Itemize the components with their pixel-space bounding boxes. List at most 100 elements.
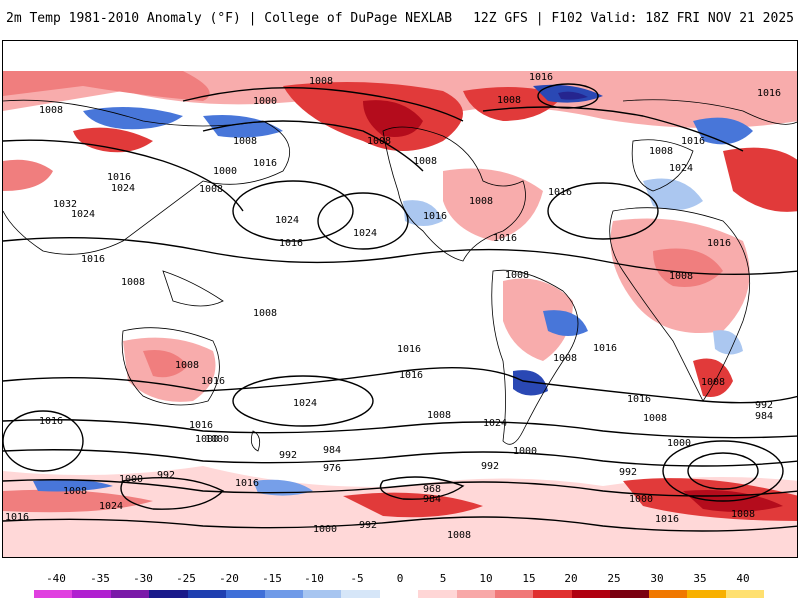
isobar-label: 1016	[423, 211, 447, 222]
isobar-label: 1000	[253, 96, 277, 107]
colorbar-swatch	[149, 590, 188, 598]
isobar-label: 1000	[629, 494, 653, 505]
colorbar-tick: -20	[219, 572, 239, 585]
isobar-label: 1016	[189, 420, 213, 431]
isobar-label: 1032	[53, 199, 77, 210]
isobar-label: 1008	[469, 196, 493, 207]
isobar-label: 1000	[667, 438, 691, 449]
isobar-label: 984	[755, 411, 773, 422]
isobar-label: 1016	[201, 376, 225, 387]
isobar-label: 1016	[397, 344, 421, 355]
isobar-label: 1008	[253, 308, 277, 319]
colorbar-swatch	[264, 590, 303, 598]
isobar-label: 1016	[39, 416, 63, 427]
isobar-label: 968	[423, 484, 441, 495]
colorbar-swatch	[571, 590, 611, 598]
isobar-label: 1016	[493, 233, 517, 244]
colorbar-gradient	[34, 590, 765, 598]
isobar-label: 1016	[399, 370, 423, 381]
colorbar-tick: -5	[350, 572, 364, 585]
colorbar-swatch	[110, 590, 150, 598]
isobar-label: 1008	[505, 270, 529, 281]
colorbar: -40 -35 -30 -25 -20 -15 -10 -5 0 5 10 15…	[0, 562, 800, 600]
coastlines	[3, 99, 797, 452]
isobar-label: 1024	[99, 501, 123, 512]
isobar-label: 992	[279, 450, 297, 461]
isobar-label: 1008	[427, 410, 451, 421]
colorbar-swatch	[34, 590, 73, 598]
isobar-label: 992	[619, 467, 637, 478]
isobar-label: 992	[359, 520, 377, 531]
isobar-label: 1000	[119, 474, 143, 485]
isobar-label: 1016	[81, 254, 105, 265]
colorbar-tick: -30	[133, 572, 153, 585]
isobar-label: 1016	[5, 512, 29, 523]
colorbar-swatch	[341, 590, 380, 598]
isobar-label: 1008	[309, 76, 333, 87]
isobars	[3, 83, 797, 532]
anomaly-shading	[3, 71, 797, 557]
isobar-label: 1024	[483, 418, 507, 429]
colorbar-tick: -35	[90, 572, 110, 585]
isobar-label: 1000	[213, 166, 237, 177]
isobar-label: 1008	[701, 377, 725, 388]
isobar-label: 1008	[731, 509, 755, 520]
colorbar-swatch	[648, 590, 688, 598]
colorbar-swatch	[687, 590, 726, 598]
colorbar-swatch	[456, 590, 496, 598]
colorbar-tick: 5	[439, 572, 447, 585]
isobar-label: 1024	[293, 398, 317, 409]
model-run-info: 12Z GFS | F102 Valid: 18Z FRI NOV 21 202…	[473, 10, 794, 26]
isobar-label: 1016	[757, 88, 781, 99]
map-title: 2m Temp 1981-2010 Anomaly (°F) | College…	[6, 10, 453, 26]
isobar-label: 1008	[413, 156, 437, 167]
isobar-label: 1000	[205, 434, 229, 445]
isobar-label: 1008	[447, 530, 471, 541]
isobar-label-group: 1008 1016 1008 1000 1016 1008 1016 1024 …	[5, 72, 781, 541]
isobar-label: 1016	[548, 187, 572, 198]
isobar-label: 992	[157, 470, 175, 481]
colorbar-swatch	[418, 590, 457, 598]
colorbar-swatch	[725, 590, 765, 598]
colorbar-tick: -10	[304, 572, 324, 585]
isobar-label: 984	[423, 494, 441, 505]
isobar-label: 1016	[279, 238, 303, 249]
colorbar-swatch	[187, 590, 227, 598]
colorbar-swatch	[495, 590, 534, 598]
colorbar-tick: 30	[650, 572, 664, 585]
isobar-label: 1000	[313, 524, 337, 535]
world-map[interactable]: 1008 1016 1008 1000 1016 1008 1016 1024 …	[3, 41, 798, 558]
isobar-label: 1008	[63, 486, 87, 497]
isobar-label: 1024	[71, 209, 95, 220]
isobar-label: 1008	[199, 184, 223, 195]
isobar-label: 1016	[107, 172, 131, 183]
map-frame[interactable]: 1008 1016 1008 1000 1016 1008 1016 1024 …	[2, 40, 798, 558]
colorbar-tick: 25	[607, 572, 621, 585]
colorbar-tick: 10	[479, 572, 493, 585]
colorbar-tick: -15	[262, 572, 282, 585]
isobar-label: 1008	[669, 271, 693, 282]
isobar-label: 1008	[553, 353, 577, 364]
isobar-label: 1008	[367, 136, 391, 147]
isobar-label: 1008	[497, 95, 521, 106]
isobar-label: 992	[755, 400, 773, 411]
isobar-label: 1016	[707, 238, 731, 249]
colorbar-swatch	[302, 590, 342, 598]
isobar-label: 1016	[529, 72, 553, 83]
isobar-label: 1008	[649, 146, 673, 157]
colorbar-tick-labels: -40 -35 -30 -25 -20 -15 -10 -5 0 5 10 15…	[0, 572, 800, 586]
isobar-label: 1000	[513, 446, 537, 457]
isobar-label: 1024	[275, 215, 299, 226]
isobar-label: 992	[481, 461, 499, 472]
colorbar-tick: -40	[46, 572, 66, 585]
isobar-label: 1024	[353, 228, 377, 239]
colorbar-swatch	[226, 590, 265, 598]
colorbar-tick: 35	[693, 572, 707, 585]
isobar-label: 1016	[235, 478, 259, 489]
colorbar-swatch	[610, 590, 649, 598]
colorbar-tick: 15	[522, 572, 536, 585]
isobar-label: 1016	[627, 394, 651, 405]
colorbar-tick: -25	[176, 572, 196, 585]
isobar-label: 1008	[121, 277, 145, 288]
isobar-label: 1016	[681, 136, 705, 147]
